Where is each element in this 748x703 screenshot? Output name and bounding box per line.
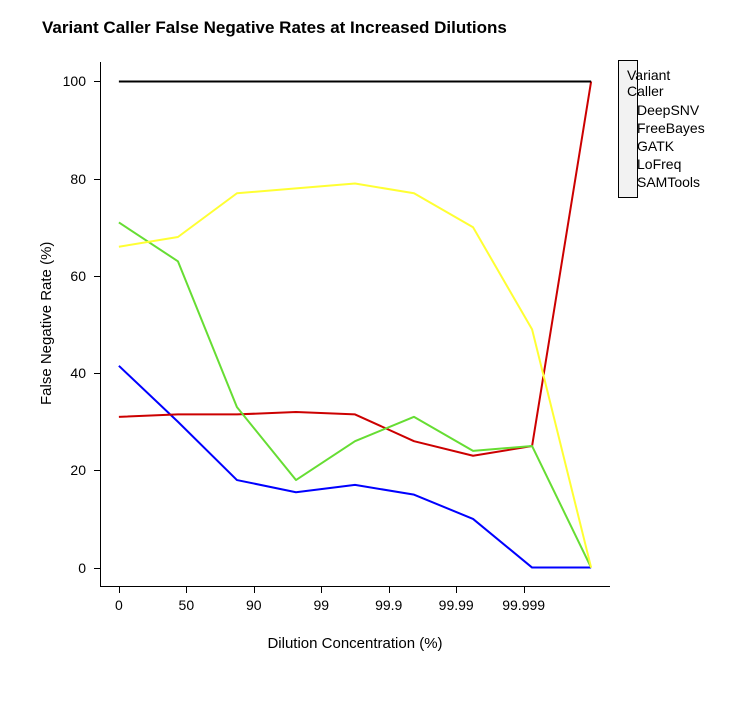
x-tick xyxy=(524,587,525,593)
y-tick xyxy=(94,568,100,569)
x-tick-label: 99.999 xyxy=(502,597,545,613)
x-tick-label: 90 xyxy=(246,597,262,613)
x-tick-label: 99 xyxy=(313,597,329,613)
x-tick xyxy=(456,587,457,593)
series-line-deepsnv xyxy=(119,366,591,568)
x-tick-label: 99.99 xyxy=(439,597,474,613)
y-tick xyxy=(94,276,100,277)
y-tick-label: 60 xyxy=(46,268,86,284)
y-tick xyxy=(94,373,100,374)
legend-label: GATK xyxy=(637,138,674,154)
x-tick xyxy=(321,587,322,593)
series-line-freebayes xyxy=(119,81,591,455)
legend: Variant Caller DeepSNVFreeBayesGATKLoFre… xyxy=(618,60,638,198)
y-tick-label: 100 xyxy=(46,73,86,89)
x-tick-label: 0 xyxy=(115,597,123,613)
x-tick xyxy=(119,587,120,593)
x-tick-label: 50 xyxy=(179,597,195,613)
x-tick xyxy=(254,587,255,593)
legend-label: DeepSNV xyxy=(637,102,699,118)
y-tick xyxy=(94,81,100,82)
y-tick-label: 40 xyxy=(46,365,86,381)
x-tick-label: 99.9 xyxy=(375,597,402,613)
legend-label: LoFreq xyxy=(637,156,681,172)
x-tick xyxy=(186,587,187,593)
series-line-gatk xyxy=(119,222,591,567)
y-tick xyxy=(94,470,100,471)
x-tick xyxy=(389,587,390,593)
y-tick-label: 0 xyxy=(46,560,86,576)
series-line-lofreq xyxy=(119,184,591,568)
legend-label: FreeBayes xyxy=(637,120,705,136)
legend-label: SAMTools xyxy=(637,174,700,190)
y-tick-label: 20 xyxy=(46,462,86,478)
y-tick xyxy=(94,179,100,180)
y-tick-label: 80 xyxy=(46,171,86,187)
x-axis-label: Dilution Concentration (%) xyxy=(267,635,442,652)
